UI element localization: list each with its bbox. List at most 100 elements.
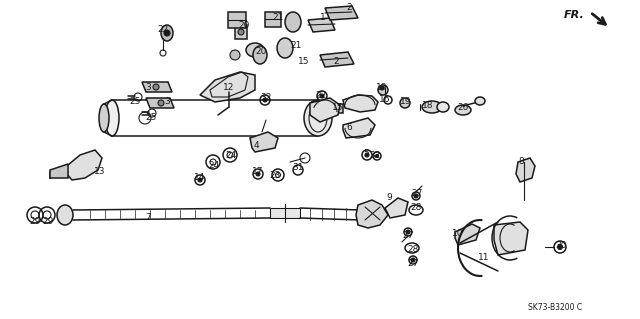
Text: 25: 25 bbox=[145, 113, 157, 122]
Polygon shape bbox=[385, 198, 408, 218]
Text: 7: 7 bbox=[145, 213, 151, 222]
Text: 3: 3 bbox=[145, 83, 151, 92]
Text: 21: 21 bbox=[291, 41, 301, 49]
Polygon shape bbox=[516, 158, 535, 182]
Text: 29: 29 bbox=[42, 218, 54, 226]
Text: 27: 27 bbox=[407, 258, 419, 268]
Text: 27: 27 bbox=[403, 231, 413, 240]
Text: 17: 17 bbox=[252, 167, 264, 176]
Bar bbox=[333, 104, 343, 113]
Ellipse shape bbox=[475, 97, 485, 105]
Circle shape bbox=[557, 244, 563, 249]
Text: 23: 23 bbox=[269, 170, 281, 180]
Ellipse shape bbox=[277, 38, 293, 58]
Polygon shape bbox=[146, 98, 174, 108]
Text: 19: 19 bbox=[400, 98, 412, 107]
Text: 28: 28 bbox=[410, 204, 422, 212]
Text: 15: 15 bbox=[298, 56, 310, 65]
Text: 28: 28 bbox=[407, 246, 419, 255]
Text: 32: 32 bbox=[260, 93, 272, 101]
Text: 29: 29 bbox=[29, 218, 41, 226]
Polygon shape bbox=[455, 224, 480, 245]
Text: 26: 26 bbox=[458, 103, 468, 113]
Circle shape bbox=[376, 154, 378, 158]
Circle shape bbox=[238, 29, 244, 35]
Bar bbox=[235, 25, 247, 39]
Polygon shape bbox=[343, 95, 378, 112]
Text: 21: 21 bbox=[272, 13, 284, 23]
Circle shape bbox=[365, 153, 369, 157]
Ellipse shape bbox=[57, 205, 73, 225]
Circle shape bbox=[411, 258, 415, 262]
Text: 13: 13 bbox=[94, 167, 106, 176]
Ellipse shape bbox=[105, 100, 119, 136]
Polygon shape bbox=[50, 164, 68, 178]
Bar bbox=[270, 208, 300, 218]
Bar bbox=[228, 12, 246, 28]
Text: 19: 19 bbox=[376, 83, 388, 92]
Ellipse shape bbox=[455, 105, 471, 115]
Circle shape bbox=[158, 100, 164, 106]
Polygon shape bbox=[308, 18, 335, 32]
Text: 15: 15 bbox=[332, 102, 344, 112]
Bar bbox=[265, 12, 281, 27]
Text: 32: 32 bbox=[369, 151, 381, 160]
Circle shape bbox=[198, 178, 202, 182]
Text: SK73-B3200 C: SK73-B3200 C bbox=[528, 303, 582, 313]
Polygon shape bbox=[343, 118, 375, 138]
Text: 5: 5 bbox=[363, 149, 369, 158]
Polygon shape bbox=[325, 6, 358, 20]
Text: 9: 9 bbox=[386, 192, 392, 202]
Text: 3: 3 bbox=[164, 98, 170, 107]
Ellipse shape bbox=[422, 101, 442, 113]
Ellipse shape bbox=[253, 46, 267, 64]
Text: 8: 8 bbox=[518, 158, 524, 167]
Text: 4: 4 bbox=[253, 140, 259, 150]
Text: 30: 30 bbox=[556, 241, 567, 249]
Text: 24: 24 bbox=[225, 151, 237, 160]
Text: 11: 11 bbox=[478, 253, 490, 262]
Text: 12: 12 bbox=[223, 83, 235, 92]
Text: FR.: FR. bbox=[564, 10, 585, 20]
Text: 16: 16 bbox=[380, 95, 391, 105]
Polygon shape bbox=[310, 98, 340, 122]
Text: 18: 18 bbox=[422, 100, 434, 109]
Circle shape bbox=[164, 30, 170, 36]
Text: 22: 22 bbox=[316, 91, 326, 100]
Circle shape bbox=[414, 194, 418, 198]
Circle shape bbox=[153, 84, 159, 90]
Circle shape bbox=[406, 230, 410, 234]
Polygon shape bbox=[65, 150, 102, 180]
Circle shape bbox=[230, 50, 240, 60]
Ellipse shape bbox=[246, 43, 264, 57]
Polygon shape bbox=[494, 222, 528, 255]
Ellipse shape bbox=[99, 104, 109, 132]
Text: 25: 25 bbox=[129, 98, 141, 107]
Polygon shape bbox=[200, 72, 255, 102]
Circle shape bbox=[263, 98, 267, 102]
Text: 14: 14 bbox=[195, 174, 205, 182]
Text: 2: 2 bbox=[333, 57, 339, 66]
Text: 20: 20 bbox=[255, 47, 267, 56]
Polygon shape bbox=[142, 82, 172, 92]
Ellipse shape bbox=[161, 25, 173, 41]
Polygon shape bbox=[250, 132, 278, 152]
Ellipse shape bbox=[285, 12, 301, 32]
Text: 10: 10 bbox=[452, 228, 464, 238]
Circle shape bbox=[378, 85, 388, 95]
Circle shape bbox=[400, 98, 410, 108]
Text: 22: 22 bbox=[157, 26, 168, 34]
Text: 24: 24 bbox=[209, 160, 220, 169]
Polygon shape bbox=[320, 52, 354, 67]
Ellipse shape bbox=[304, 100, 332, 136]
Text: 20: 20 bbox=[238, 20, 250, 29]
Circle shape bbox=[256, 172, 260, 176]
Ellipse shape bbox=[437, 102, 449, 112]
Text: 31: 31 bbox=[292, 164, 304, 173]
Polygon shape bbox=[356, 200, 388, 228]
Text: 6: 6 bbox=[346, 123, 352, 132]
Circle shape bbox=[380, 86, 384, 90]
Circle shape bbox=[320, 94, 324, 98]
Text: 1: 1 bbox=[320, 13, 326, 23]
Text: 2: 2 bbox=[346, 4, 352, 12]
